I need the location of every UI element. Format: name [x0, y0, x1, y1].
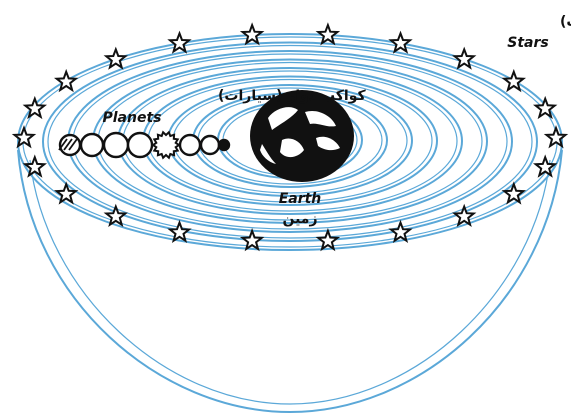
earth-globe-icon [250, 90, 354, 182]
fixed-stars [11, 22, 569, 252]
star-icon [315, 22, 341, 46]
star-icon [53, 181, 79, 205]
star-icon [167, 30, 192, 54]
earth-label-fa: زمین [282, 211, 317, 227]
star-icon [103, 203, 129, 228]
star-icon [388, 30, 413, 54]
planet-icon [58, 133, 82, 157]
planets-row [58, 130, 231, 160]
star-icon [11, 125, 37, 149]
sphere-ring [42, 41, 538, 242]
planet-icon [217, 138, 231, 152]
star-icon [239, 22, 265, 46]
planet-icon [151, 130, 181, 160]
star-icon [167, 219, 192, 244]
stars-label-fa: ستارگان (ثوابت) [560, 13, 571, 30]
star-icon [501, 181, 527, 205]
star-icon [451, 46, 477, 70]
star-icon [388, 219, 413, 244]
star-icon [532, 154, 558, 178]
sphere-ring [17, 33, 563, 251]
star-icon [22, 95, 48, 120]
planet-icon [178, 133, 202, 157]
earth-label-en: Earth [279, 191, 322, 207]
star-icon [501, 68, 527, 93]
star-icon [53, 68, 79, 93]
stars-label-en: Stars [507, 35, 548, 51]
star-icon [103, 46, 129, 70]
star-icon [239, 228, 265, 252]
celestial-hemisphere-bowl [17, 149, 563, 414]
planet-icon [79, 132, 105, 158]
sphere-ring [47, 44, 533, 239]
planets-label-fa: کواکب دوار (سیارات) [218, 88, 366, 104]
star-icon [532, 95, 558, 120]
planets-label-en: Planets [103, 110, 162, 126]
planet-icon [126, 131, 154, 159]
planet-icon [102, 131, 130, 159]
star-icon [315, 228, 341, 252]
star-icon [22, 154, 48, 178]
star-icon [543, 125, 569, 149]
planet-icon [199, 134, 221, 156]
star-icon [451, 203, 477, 228]
